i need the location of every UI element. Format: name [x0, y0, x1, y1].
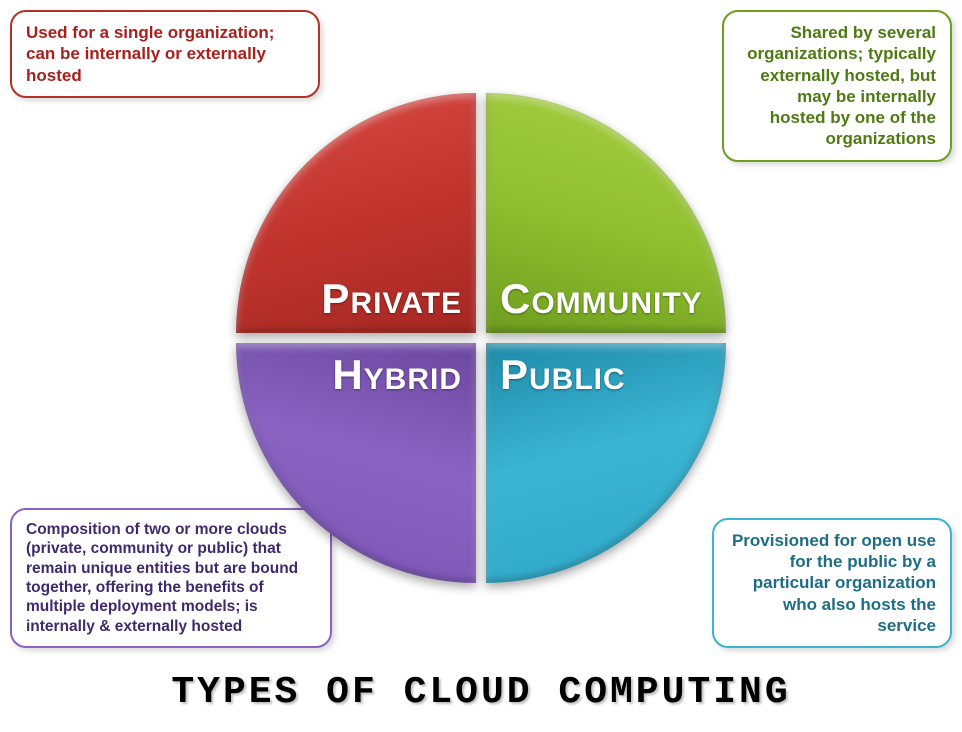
quadrant-community-label: COMMUNITY: [500, 275, 703, 323]
quadrant-hybrid-first: H: [332, 351, 363, 398]
quadrant-hybrid-rest: YBRID: [364, 363, 462, 396]
quadrant-public: PUBLIC: [486, 343, 726, 583]
quadrant-hybrid-label: HYBRID: [332, 351, 462, 399]
quadrant-hybrid: HYBRID: [236, 343, 476, 583]
quadrant-public-first: P: [500, 351, 529, 398]
diagram-title: TYPES OF CLOUD COMPUTING: [0, 671, 962, 714]
quadrant-private-first: P: [321, 275, 350, 322]
callout-community-text: Shared by several organizations; typical…: [747, 23, 936, 148]
quadrant-private: PRIVATE: [236, 93, 476, 333]
quadrant-circle: PRIVATE COMMUNITY HYBRID PUBLIC: [236, 93, 726, 583]
quadrant-community-rest: OMMUNITY: [531, 287, 702, 320]
callout-public-text: Provisioned for open use for the public …: [732, 531, 936, 635]
quadrant-community: COMMUNITY: [486, 93, 726, 333]
quadrant-private-label: PRIVATE: [321, 275, 462, 323]
callout-private: Used for a single organization; can be i…: [10, 10, 320, 98]
quadrant-community-first: C: [500, 275, 531, 322]
callout-private-text: Used for a single organization; can be i…: [26, 23, 274, 85]
callout-community: Shared by several organizations; typical…: [722, 10, 952, 162]
quadrant-public-rest: UBLIC: [529, 363, 626, 396]
quadrant-private-rest: RIVATE: [350, 287, 462, 320]
callout-public: Provisioned for open use for the public …: [712, 518, 952, 648]
cloud-types-infographic: Used for a single organization; can be i…: [0, 0, 962, 732]
quadrant-public-label: PUBLIC: [500, 351, 626, 399]
